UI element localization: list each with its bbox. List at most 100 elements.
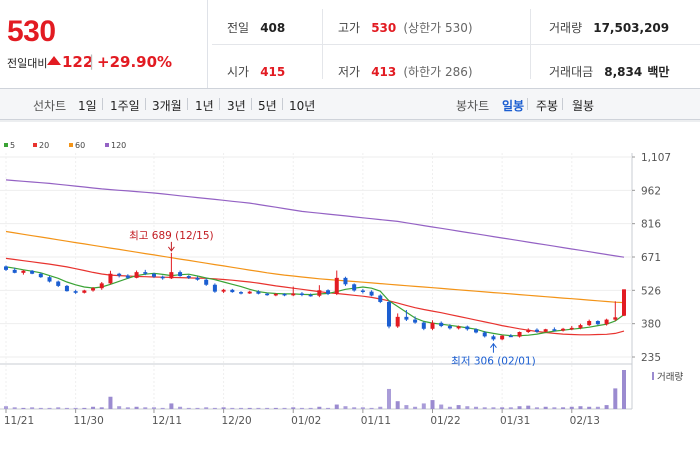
period-5y[interactable]: 5년 bbox=[258, 99, 277, 113]
candle-body bbox=[491, 336, 496, 340]
period-3m[interactable]: 3개월 bbox=[152, 99, 182, 113]
period-10y[interactable]: 10년 bbox=[289, 99, 316, 113]
x-tick-label: 01/22 bbox=[430, 415, 460, 427]
candle-monthly[interactable]: 월봉 bbox=[572, 99, 595, 113]
candle-body bbox=[587, 320, 592, 326]
volume-bar bbox=[491, 407, 496, 409]
divider bbox=[102, 98, 103, 110]
volume-bar bbox=[212, 407, 217, 409]
upper-limit-note: (상한가 530) bbox=[403, 21, 473, 35]
volume-bar bbox=[99, 407, 104, 409]
candle-body bbox=[239, 292, 244, 294]
volume: 거래량 17,503,209 bbox=[549, 17, 669, 36]
high-price: 고가 530 (상한가 530) bbox=[338, 17, 473, 36]
volume-bar bbox=[291, 407, 296, 409]
candle-body bbox=[482, 332, 487, 337]
candle-body bbox=[308, 294, 313, 297]
candle-body bbox=[230, 289, 235, 293]
volume-bar bbox=[578, 406, 583, 409]
volume-bar bbox=[352, 407, 357, 409]
y-tick-label: 235 bbox=[641, 352, 661, 364]
candle-body bbox=[160, 276, 165, 279]
divider bbox=[145, 98, 146, 110]
candle-chart-label: 봉차트 bbox=[456, 99, 490, 113]
candle-body bbox=[500, 335, 505, 340]
volume-bar bbox=[239, 407, 244, 409]
candle-body bbox=[99, 283, 104, 289]
candle-body bbox=[447, 326, 452, 329]
volume-bar bbox=[456, 405, 461, 409]
x-tick-label: 02/13 bbox=[570, 415, 600, 427]
candle-body bbox=[569, 327, 574, 330]
price-axis: 1,107 962 816 671 526 380 235 bbox=[632, 152, 671, 364]
volume-value: 17,503,209 bbox=[593, 21, 670, 35]
high-value: 530 bbox=[371, 21, 397, 35]
period-bar: 선차트 1일 1주일 3개월 1년 3년 5년 10년 봉차트 일봉 주봉 월봉 bbox=[0, 89, 700, 120]
y-tick-label: 526 bbox=[641, 285, 661, 297]
volume-bar bbox=[195, 407, 200, 409]
candle-body bbox=[395, 316, 400, 327]
low-price: 저가 413 (하한가 286) bbox=[338, 61, 473, 80]
candle-body bbox=[561, 328, 566, 331]
y-tick-label: 1,107 bbox=[641, 152, 671, 164]
volume-bar bbox=[4, 406, 8, 409]
quote-panel: 530 전일대비 122 | +29.90% 전일 408 고가 530 (상한… bbox=[0, 0, 700, 89]
period-1d[interactable]: 1일 bbox=[78, 99, 97, 113]
volume-bar bbox=[160, 407, 165, 409]
volume-legend-label: 거래량 bbox=[657, 371, 683, 383]
period-1w[interactable]: 1주일 bbox=[110, 99, 140, 113]
volume-bar bbox=[230, 407, 235, 409]
volume-bar bbox=[143, 407, 148, 409]
ma120-line bbox=[5, 179, 625, 258]
candle-body bbox=[465, 326, 470, 330]
candle-body bbox=[439, 322, 444, 327]
period-3y[interactable]: 3년 bbox=[227, 99, 246, 113]
candle-body bbox=[134, 272, 139, 278]
candles bbox=[4, 252, 626, 341]
candle-body bbox=[56, 281, 61, 286]
volume-bar bbox=[447, 406, 452, 409]
volume-bar bbox=[360, 407, 365, 409]
x-tick-label: 01/31 bbox=[500, 415, 530, 427]
volume-bar bbox=[369, 407, 374, 409]
divider bbox=[562, 98, 563, 110]
volume-bar bbox=[178, 406, 183, 409]
divider bbox=[219, 98, 220, 110]
candle-body bbox=[552, 329, 557, 331]
volume-label: 거래량 bbox=[549, 21, 583, 35]
volume-bar bbox=[204, 407, 209, 409]
volume-bar bbox=[386, 388, 391, 409]
chart-grid bbox=[0, 120, 700, 410]
candle-weekly[interactable]: 주봉 bbox=[536, 99, 559, 113]
candle-body bbox=[578, 325, 583, 328]
volume-bar bbox=[186, 407, 191, 409]
candle-body bbox=[64, 285, 69, 292]
candle-body bbox=[178, 272, 183, 277]
volume-bar bbox=[91, 406, 96, 409]
volume-bar bbox=[282, 407, 287, 409]
candle-daily[interactable]: 일봉 bbox=[502, 99, 525, 113]
change-separator: | bbox=[89, 52, 95, 70]
x-tick-label: 01/02 bbox=[291, 415, 321, 427]
volume-bar bbox=[134, 406, 139, 409]
y-tick-label: 816 bbox=[641, 219, 661, 231]
price-box: 530 전일대비 122 | +29.90% bbox=[0, 0, 208, 88]
candle-body bbox=[91, 288, 96, 291]
volume-bar bbox=[21, 407, 26, 409]
candle-body bbox=[117, 273, 122, 276]
volume-bar bbox=[430, 400, 435, 409]
annotations: 최고 689 (12/15) 최저 306 (02/01) bbox=[129, 230, 536, 368]
volume-bar bbox=[526, 405, 531, 409]
x-tick-label: 11/30 bbox=[74, 415, 104, 427]
legend-label: 20 bbox=[39, 141, 49, 150]
candle-body bbox=[221, 289, 226, 292]
candle-body bbox=[543, 329, 548, 332]
trade-amount-label: 거래대금 bbox=[549, 65, 594, 79]
candle-body bbox=[613, 317, 618, 320]
volume-bar bbox=[395, 401, 400, 409]
current-price: 530 bbox=[7, 15, 56, 48]
candle-body bbox=[282, 293, 287, 296]
ma5-line bbox=[5, 266, 625, 337]
legend: 5 20 60 120 bbox=[4, 141, 126, 150]
period-1y[interactable]: 1년 bbox=[195, 99, 214, 113]
